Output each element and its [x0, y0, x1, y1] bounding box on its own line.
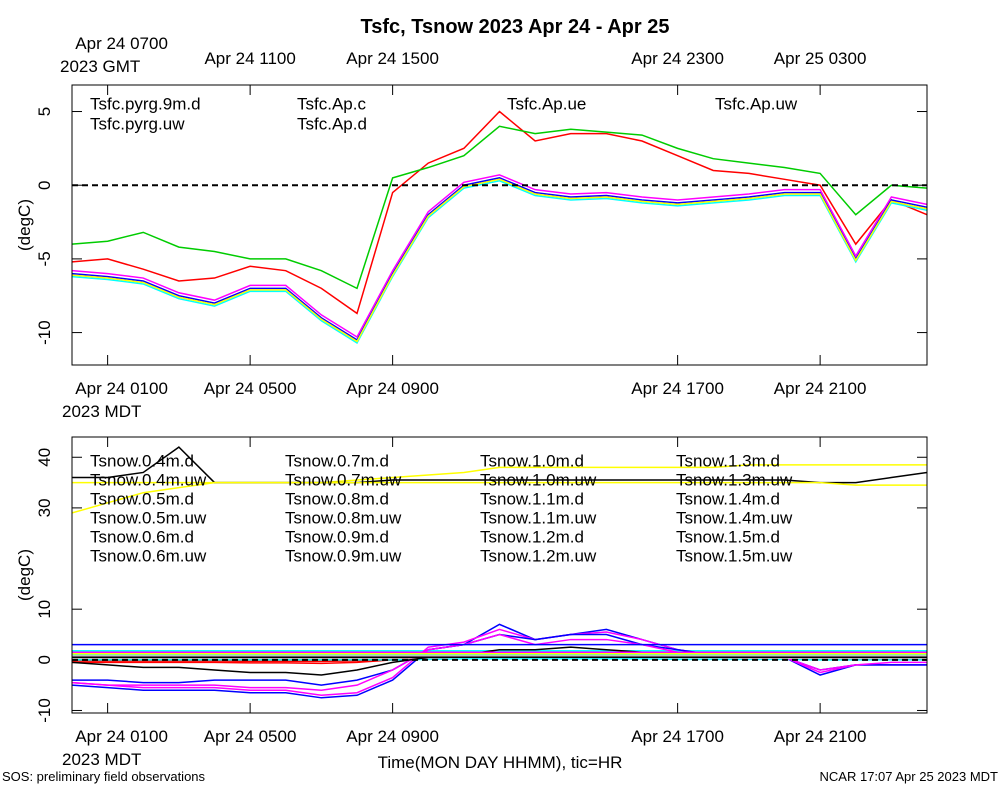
data-line — [72, 110, 927, 315]
legend-label: Tsnow.1.3m.uw — [676, 470, 793, 489]
legend-label: Tsnow.0.7m.d — [285, 451, 389, 470]
y-tick-label: -10 — [35, 320, 54, 345]
x-tick-label: Apr 24 0100 — [75, 379, 168, 398]
legend-label: Tsfc.Ap.c — [297, 94, 366, 113]
legend-label: Tsnow.1.5m.d — [676, 527, 780, 546]
legend-label: Tsnow.1.2m.d — [480, 527, 584, 546]
x-note: 2023 MDT — [62, 750, 141, 769]
x2-tick-label: Apr 24 1500 — [346, 49, 439, 68]
footer-right: NCAR 17:07 Apr 25 2023 MDT — [820, 769, 999, 784]
y-tick-label: 30 — [35, 498, 54, 517]
legend-label: Tsnow.1.5m.uw — [676, 546, 793, 565]
x2-tick-label: Apr 24 2300 — [631, 49, 724, 68]
legend-label: Tsnow.1.1m.uw — [480, 508, 597, 527]
legend-label: Tsnow.1.4m.d — [676, 489, 780, 508]
legend-label: Tsnow.1.1m.d — [480, 489, 584, 508]
x-tick-label: Apr 24 1700 — [631, 727, 724, 746]
chart-title: Tsfc, Tsnow 2023 Apr 24 - Apr 25 — [361, 16, 670, 38]
legend-label: Tsnow.1.4m.uw — [676, 508, 793, 527]
data-line — [72, 177, 927, 342]
legend-label: Tsfc.pyrg.uw — [90, 114, 185, 133]
y-axis-title: (degC) — [15, 199, 34, 251]
y-tick-label: -10 — [35, 698, 54, 723]
legend-label: Tsnow.0.9m.d — [285, 527, 389, 546]
legend-label: Tsnow.1.0m.uw — [480, 470, 597, 489]
legend-label: Tsnow.0.6m.uw — [90, 546, 207, 565]
data-line — [72, 481, 927, 486]
legend-label: Tsnow.0.7m.uw — [285, 470, 402, 489]
y-tick-label: -5 — [35, 251, 54, 266]
plot-frame — [71, 436, 928, 714]
legend-label: Tsnow.0.4m.uw — [90, 470, 207, 489]
x-tick-label: Apr 24 0500 — [204, 379, 297, 398]
data-line — [72, 125, 927, 290]
x-tick-label: Apr 24 0500 — [204, 727, 297, 746]
x-tick-label: Apr 24 0900 — [346, 379, 439, 398]
y-tick-label: 40 — [35, 448, 54, 467]
legend-label: Tsfc.Ap.d — [297, 114, 367, 133]
data-line — [72, 180, 927, 344]
footer-left: SOS: preliminary field observations — [2, 769, 206, 784]
plot-frame — [71, 84, 928, 366]
legend-label: Tsnow.1.0m.d — [480, 451, 584, 470]
x-tick-label: Apr 24 0900 — [346, 727, 439, 746]
x-tick-label: Apr 24 0100 — [75, 727, 168, 746]
legend-label: Tsfc.pyrg.9m.d — [90, 94, 201, 113]
legend-label: Tsnow.1.3m.d — [676, 451, 780, 470]
y-tick-label: 0 — [35, 655, 54, 664]
x-tick-label: Apr 24 2100 — [774, 379, 867, 398]
legend-label: Tsnow.0.8m.d — [285, 489, 389, 508]
legend-label: Tsnow.0.5m.d — [90, 489, 194, 508]
data-line — [72, 178, 927, 343]
y-axis-title: (degC) — [15, 549, 34, 601]
y-tick-label: 5 — [35, 107, 54, 116]
y-tick-label: 0 — [35, 180, 54, 189]
x-axis-title: Time(MON DAY HHMM), tic=HR — [378, 753, 623, 772]
legend-label: Tsnow.0.9m.uw — [285, 546, 402, 565]
x-note: 2023 MDT — [62, 402, 141, 421]
x-tick-label: Apr 24 2100 — [774, 727, 867, 746]
x2-note: 2023 GMT — [60, 57, 140, 76]
legend-label: Tsnow.0.5m.uw — [90, 508, 207, 527]
legend-label: Tsnow.0.4m.d — [90, 451, 194, 470]
y-tick-label: 10 — [35, 600, 54, 619]
x-tick-label: Apr 24 1700 — [631, 379, 724, 398]
legend-label: Tsnow.0.6m.d — [90, 527, 194, 546]
legend-label: Tsnow.0.8m.uw — [285, 508, 402, 527]
x2-tick-label: Apr 24 0700 — [75, 34, 168, 53]
data-line — [72, 174, 927, 339]
legend-label: Tsnow.1.2m.uw — [480, 546, 597, 565]
legend-label: Tsfc.Ap.uw — [715, 94, 798, 113]
x2-tick-label: Apr 24 1100 — [204, 49, 295, 68]
legend-label: Tsfc.Ap.ue — [507, 94, 586, 113]
x2-tick-label: Apr 25 0300 — [774, 49, 867, 68]
